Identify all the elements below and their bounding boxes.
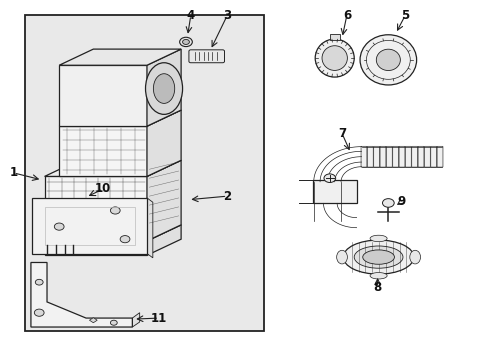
Ellipse shape bbox=[369, 273, 386, 279]
FancyBboxPatch shape bbox=[392, 146, 398, 167]
Ellipse shape bbox=[376, 49, 400, 71]
Ellipse shape bbox=[322, 46, 346, 71]
FancyBboxPatch shape bbox=[329, 34, 339, 40]
Ellipse shape bbox=[362, 250, 394, 264]
Polygon shape bbox=[147, 198, 153, 258]
FancyBboxPatch shape bbox=[373, 146, 379, 167]
Ellipse shape bbox=[145, 63, 182, 114]
Polygon shape bbox=[147, 160, 181, 241]
Polygon shape bbox=[44, 176, 147, 241]
Ellipse shape bbox=[336, 250, 346, 264]
Circle shape bbox=[179, 37, 192, 46]
FancyBboxPatch shape bbox=[424, 146, 429, 167]
Polygon shape bbox=[59, 65, 147, 126]
Circle shape bbox=[182, 40, 189, 44]
Circle shape bbox=[110, 207, 120, 214]
Circle shape bbox=[110, 320, 117, 325]
Text: 6: 6 bbox=[342, 9, 350, 22]
FancyBboxPatch shape bbox=[32, 198, 147, 253]
Ellipse shape bbox=[353, 246, 402, 268]
Text: 3: 3 bbox=[223, 9, 231, 22]
FancyBboxPatch shape bbox=[25, 15, 264, 330]
Polygon shape bbox=[147, 110, 181, 176]
Ellipse shape bbox=[359, 35, 416, 85]
FancyBboxPatch shape bbox=[430, 146, 436, 167]
Text: 7: 7 bbox=[337, 127, 346, 140]
FancyBboxPatch shape bbox=[405, 146, 410, 167]
Polygon shape bbox=[312, 180, 356, 203]
Ellipse shape bbox=[343, 240, 413, 274]
Polygon shape bbox=[44, 241, 147, 255]
Polygon shape bbox=[31, 262, 132, 327]
Text: 10: 10 bbox=[95, 183, 111, 195]
FancyBboxPatch shape bbox=[417, 146, 423, 167]
Polygon shape bbox=[147, 49, 181, 126]
Circle shape bbox=[120, 235, 130, 243]
FancyBboxPatch shape bbox=[411, 146, 417, 167]
Polygon shape bbox=[147, 225, 181, 255]
Text: 9: 9 bbox=[397, 195, 405, 208]
Text: 8: 8 bbox=[373, 281, 381, 294]
FancyBboxPatch shape bbox=[386, 146, 391, 167]
Circle shape bbox=[324, 174, 335, 183]
FancyBboxPatch shape bbox=[360, 146, 366, 167]
Polygon shape bbox=[132, 313, 140, 327]
Ellipse shape bbox=[409, 250, 420, 264]
Circle shape bbox=[34, 309, 44, 316]
FancyBboxPatch shape bbox=[398, 146, 404, 167]
Ellipse shape bbox=[369, 235, 386, 242]
Polygon shape bbox=[59, 110, 181, 126]
Text: 11: 11 bbox=[151, 311, 167, 325]
Circle shape bbox=[35, 279, 43, 285]
Text: 1: 1 bbox=[9, 166, 18, 179]
Text: 4: 4 bbox=[186, 9, 195, 22]
Text: 5: 5 bbox=[401, 9, 408, 22]
Ellipse shape bbox=[315, 39, 353, 77]
Polygon shape bbox=[44, 160, 181, 176]
FancyBboxPatch shape bbox=[188, 50, 224, 63]
FancyBboxPatch shape bbox=[436, 146, 442, 167]
Polygon shape bbox=[89, 318, 97, 323]
FancyBboxPatch shape bbox=[366, 146, 372, 167]
Circle shape bbox=[382, 199, 393, 207]
Polygon shape bbox=[59, 49, 181, 65]
FancyBboxPatch shape bbox=[379, 146, 385, 167]
Polygon shape bbox=[59, 126, 147, 176]
Polygon shape bbox=[44, 225, 181, 241]
Text: 2: 2 bbox=[223, 190, 231, 203]
Circle shape bbox=[54, 223, 64, 230]
Ellipse shape bbox=[153, 74, 174, 103]
